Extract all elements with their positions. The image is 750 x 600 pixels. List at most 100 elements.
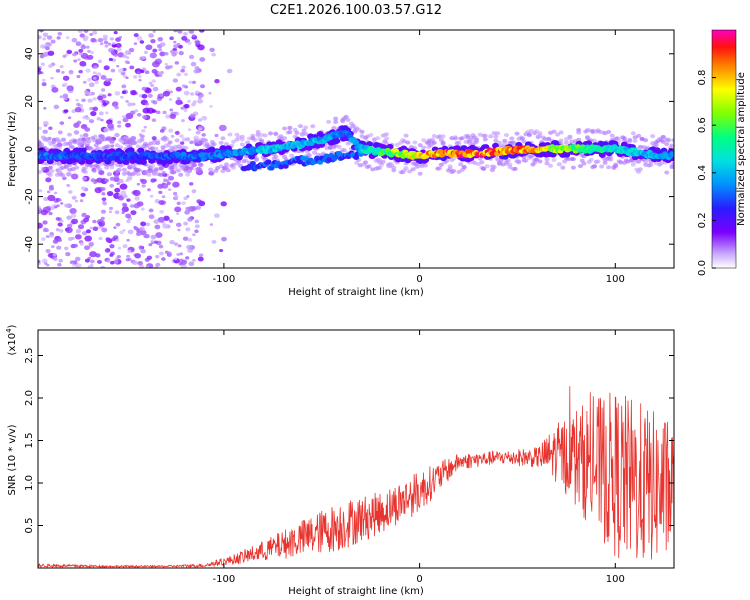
spectrogram-noise-point xyxy=(152,48,158,53)
spectrogram-noise-point xyxy=(176,42,181,46)
spectrogram-halo-point xyxy=(83,165,89,170)
colorbar: 0.0 0.2 0.4 0.6 0.8 Normalized spectral ampl… xyxy=(697,29,747,276)
spectrogram-noise-point xyxy=(78,52,84,56)
spectrogram-noise-point xyxy=(117,120,122,124)
snr-ytick-label: 1.5 xyxy=(24,433,35,449)
spectrogram-halo-point xyxy=(523,158,529,163)
spectrogram-noise-point xyxy=(113,174,119,179)
spectrogram-noise-point xyxy=(190,61,197,67)
spectrogram-noise-point xyxy=(165,65,171,70)
spectrogram-noise-point xyxy=(125,76,129,80)
spectrogram-noise-point xyxy=(190,92,195,96)
spectrogram-halo-point xyxy=(273,154,279,159)
spectrogram-noise-point xyxy=(110,261,115,265)
spectrogram-halo-point xyxy=(310,124,316,129)
spectrogram-noise-point xyxy=(45,46,50,51)
spectrogram-noise-point xyxy=(125,178,130,183)
spectrogram-noise-point xyxy=(69,208,77,214)
spectrogram-noise-point xyxy=(122,202,127,207)
spectrogram-noise-point xyxy=(117,246,122,250)
spectrogram-halo-point xyxy=(458,162,464,167)
spectrogram-noise-point xyxy=(120,95,124,99)
spectrogram-halo-point xyxy=(185,137,191,142)
spectrogram-noise-point xyxy=(187,128,192,132)
spectrogram-noise-point xyxy=(64,203,70,208)
spectrogram-noise-point xyxy=(100,75,107,80)
spectrogram-noise-point xyxy=(101,94,107,99)
spectrogram-noise-point xyxy=(164,51,169,56)
spectrogram-halo-point xyxy=(514,131,520,136)
spectrogram-halo-point xyxy=(417,171,423,176)
spectrogram-noise-point xyxy=(121,206,129,213)
spectrogram-halo-point xyxy=(303,131,309,136)
spectrogram-noise-point xyxy=(93,76,97,80)
spectrogram-halo-point xyxy=(192,163,198,168)
spectrogram-noise-point xyxy=(178,50,184,56)
spectrogram-noise-point xyxy=(129,110,136,115)
spectrogram-ytick-label: -40 xyxy=(24,236,35,252)
spectrogram-noise-point xyxy=(147,188,151,192)
spectrogram-noise-point xyxy=(181,264,187,268)
spectrogram-halo-point xyxy=(74,165,80,170)
spectrogram-noise-point xyxy=(52,253,57,257)
spectrogram-halo-point xyxy=(637,167,643,172)
spectrogram-noise-point xyxy=(62,75,70,81)
spectrogram-halo-point xyxy=(220,136,226,141)
spectrogram-halo-point xyxy=(507,165,513,170)
spectrogram-halo-point xyxy=(417,143,423,148)
spectrogram-noise-point xyxy=(75,229,82,234)
spectrogram-noise-point xyxy=(183,103,190,109)
spectrogram-halo-point xyxy=(671,164,674,169)
spectrogram-halo-point xyxy=(556,162,562,167)
spectrogram-noise-point xyxy=(134,109,139,113)
spectrogram-noise-point xyxy=(107,93,112,97)
spectrogram-noise-point xyxy=(65,227,73,234)
spectrogram-noise-point xyxy=(219,248,224,253)
spectrogram-noise-point xyxy=(121,90,126,95)
spectrogram-halo-point xyxy=(134,168,140,173)
spectrogram-noise-point xyxy=(187,237,193,242)
spectrogram-halo-point xyxy=(278,134,284,139)
spectrogram-noise-point xyxy=(175,212,180,215)
spectrogram-noise-point xyxy=(39,54,45,59)
spectrogram-noise-point xyxy=(48,211,53,216)
spectrogram-noise-point xyxy=(151,61,160,68)
spectrogram-noise-point xyxy=(191,189,197,194)
spectrogram-noise-point xyxy=(185,256,190,260)
spectrogram-halo-point xyxy=(537,159,543,164)
spectrogram-noise-point xyxy=(161,195,166,199)
spectrogram-noise-point xyxy=(42,120,49,126)
spectrogram-halo-point xyxy=(616,138,622,143)
spectrogram-halo-point xyxy=(474,137,480,142)
spectrogram-band-point xyxy=(598,151,606,158)
snr-axes: -100 0 100 0.5 1.0 1.5 2.0 2.5 xyxy=(24,330,674,585)
spectrogram-noise-point xyxy=(116,64,120,68)
spectrogram-noise-point xyxy=(65,252,71,257)
spectrogram-noise-point xyxy=(100,186,106,191)
spectrogram-noise-point xyxy=(45,147,50,151)
spectrogram-noise-point xyxy=(148,33,154,38)
spectrogram-noise-point xyxy=(122,229,126,232)
spectrogram-noise-point xyxy=(155,262,161,267)
spectrogram-halo-point xyxy=(421,145,427,150)
spectrogram-noise-point xyxy=(185,206,191,211)
spectrogram-noise-point xyxy=(87,92,93,96)
spectrogram-halo-point xyxy=(403,166,409,171)
spectrogram-halo-point xyxy=(491,165,497,170)
spectrogram-noise-point xyxy=(209,47,215,53)
spectrogram-halo-point xyxy=(312,150,318,155)
spectrogram-noise-point xyxy=(90,110,97,117)
spectrogram-noise-point xyxy=(194,90,200,95)
spectrogram-halo-point xyxy=(350,123,356,128)
spectrogram-halo-point xyxy=(437,134,443,139)
spectrogram-halo-point xyxy=(176,168,182,173)
spectrogram-halo-point xyxy=(301,128,307,133)
spectrogram-noise-point xyxy=(40,62,45,66)
spectrogram-halo-point xyxy=(253,156,259,161)
snr-ytick-label: 0.5 xyxy=(24,518,35,534)
spectrogram-noise-point xyxy=(105,111,109,115)
spectrogram-halo-point xyxy=(146,172,152,177)
colorbar-tick-label: 0.8 xyxy=(697,70,708,86)
spectrogram-noise-point xyxy=(116,182,121,186)
spectrogram-noise-point xyxy=(143,50,149,55)
